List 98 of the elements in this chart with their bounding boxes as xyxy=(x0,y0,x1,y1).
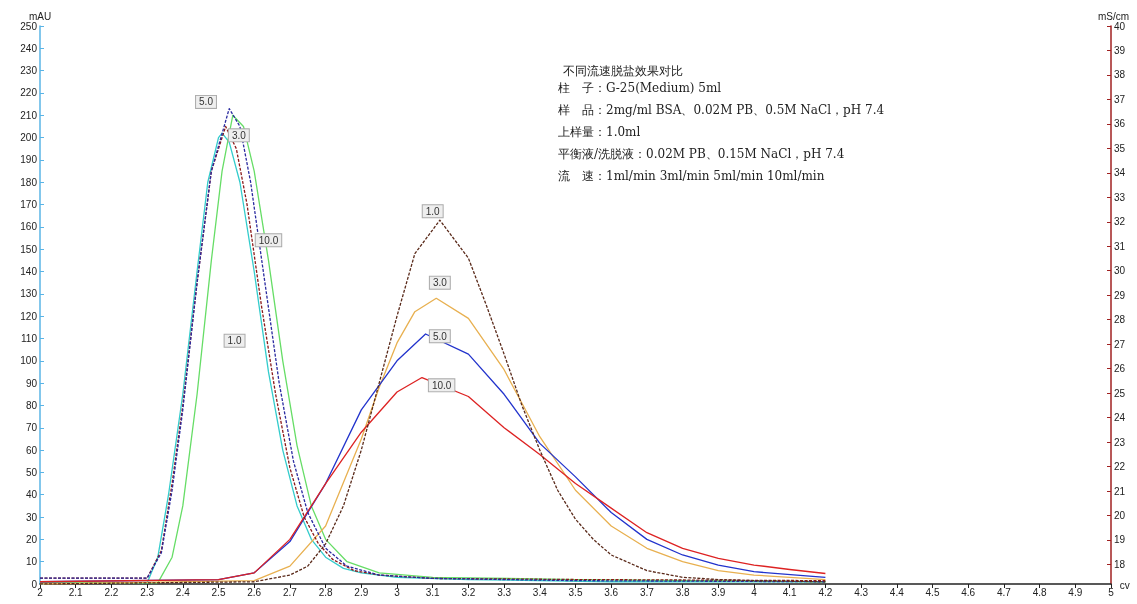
y-tick-label: 140 xyxy=(20,266,38,278)
y2-tick-label: 18 xyxy=(1114,558,1126,570)
y-tick-label: 40 xyxy=(25,489,38,501)
annotation: 5.0 xyxy=(199,96,214,108)
x-tick-label: 2.2 xyxy=(104,586,119,598)
annotation: 3.0 xyxy=(432,277,448,289)
y2-tick-label: 36 xyxy=(1114,118,1126,130)
y2-tick-label: 37 xyxy=(1114,93,1126,105)
y2-tick-label: 23 xyxy=(1114,436,1126,448)
annotation: 1.0 xyxy=(227,335,242,347)
y-tick-label: 30 xyxy=(25,511,38,523)
y2-tick-label: 24 xyxy=(1114,412,1126,424)
y2-tick-label: 38 xyxy=(1114,69,1126,81)
y-tick-label: 250 xyxy=(20,20,38,32)
y-tick-label: 170 xyxy=(20,199,38,211)
x-tick-label: 2 xyxy=(37,586,44,598)
x-tick-label: 4.5 xyxy=(925,586,940,598)
y2-tick-label: 26 xyxy=(1114,363,1126,375)
x-axis-title: cv xyxy=(1119,579,1130,591)
y-tick-label: 110 xyxy=(21,332,38,344)
x-tick-label: 4.6 xyxy=(961,586,976,598)
y-tick-label: 230 xyxy=(20,65,38,77)
y-tick-label: 150 xyxy=(20,243,38,255)
y-tick-label: 50 xyxy=(25,466,38,478)
y-tick-label: 120 xyxy=(20,310,38,322)
text: 不同流速脱盐效果对比 xyxy=(563,64,683,78)
y-tick-label: 90 xyxy=(25,377,38,389)
x-tick-label: 2.9 xyxy=(354,586,369,598)
annotation: 样 品：2mg/ml BSA、0.02M PB、0.5M NaCl，pH 7.4 xyxy=(558,103,885,117)
x-tick-label: 4 xyxy=(751,586,758,598)
annotation: 柱 子：G-25(Medium) 5ml xyxy=(558,81,722,95)
annotation: 流 速：1ml/min 3ml/min 5ml/min 10ml/min xyxy=(558,169,825,183)
x-tick-label: 4.3 xyxy=(854,586,869,598)
annotation: 1.0 xyxy=(425,205,441,217)
y2-tick-label: 21 xyxy=(1114,485,1126,497)
annotation: 平衡液/洗脱液：0.02M PB、0.15M NaCl，pH 7.4 xyxy=(558,147,845,161)
y-tick-label: 200 xyxy=(20,132,38,144)
x-tick-label: 4.2 xyxy=(818,586,833,598)
x-tick-label: 3.5 xyxy=(568,586,583,598)
x-tick-label: 3.7 xyxy=(639,586,655,598)
annotation: 10.0 xyxy=(258,234,279,246)
y-tick-label: 70 xyxy=(25,422,38,434)
y-tick-label: 60 xyxy=(25,444,38,456)
y-tick-label: 100 xyxy=(20,355,38,367)
y2-tick-label: 19 xyxy=(1114,534,1126,546)
y2-tick-label: 30 xyxy=(1114,265,1126,277)
x-tick-label: 2.6 xyxy=(247,586,262,598)
x-tick-label: 3.6 xyxy=(604,586,619,598)
y-tick-label: 20 xyxy=(25,533,38,545)
y2-tick-label: 39 xyxy=(1114,44,1126,56)
y2-tick-label: 25 xyxy=(1114,387,1126,399)
y-tick-label: 130 xyxy=(20,288,38,300)
y2-axis-title: mS/cm xyxy=(1097,10,1129,22)
y2-tick-label: 31 xyxy=(1114,240,1126,252)
y-tick-label: 180 xyxy=(20,176,38,188)
y-tick-label: 210 xyxy=(20,109,38,121)
x-tick-label: 2.3 xyxy=(140,586,155,598)
x-tick-label: 2.7 xyxy=(282,586,298,598)
y-tick-label: 220 xyxy=(20,87,38,99)
y2-tick-label: 20 xyxy=(1114,509,1126,521)
x-tick-label: 2.5 xyxy=(211,586,226,598)
x-tick-label: 4.1 xyxy=(782,586,798,598)
y-axis-title: mAU xyxy=(28,10,52,22)
x-tick-label: 4.8 xyxy=(1032,586,1047,598)
x-tick-label: 3 xyxy=(394,586,401,598)
y2-tick-label: 27 xyxy=(1114,338,1126,350)
x-tick-label: 2.8 xyxy=(318,586,333,598)
y2-tick-label: 35 xyxy=(1114,142,1126,154)
line-series xyxy=(39,376,827,583)
x-tick-label: 4.9 xyxy=(1068,586,1083,598)
y-tick-label: 190 xyxy=(20,154,38,166)
x-tick-label: 3.1 xyxy=(425,586,441,598)
y-tick-label: 0 xyxy=(31,578,38,590)
x-tick-label: 5 xyxy=(1108,586,1115,598)
x-tick-label: 2.1 xyxy=(68,586,84,598)
y-tick-label: 80 xyxy=(25,399,38,411)
y2-tick-label: 28 xyxy=(1114,314,1126,326)
x-tick-label: 3.2 xyxy=(461,586,476,598)
y2-tick-label: 29 xyxy=(1114,289,1126,301)
x-tick-label: 3.8 xyxy=(675,586,690,598)
annotation: 5.0 xyxy=(432,330,448,342)
y2-tick-label: 33 xyxy=(1114,191,1126,203)
y2-tick-label: 22 xyxy=(1114,461,1126,473)
y2-tick-label: 40 xyxy=(1114,20,1126,32)
x-tick-label: 2.4 xyxy=(175,586,191,598)
x-tick-label: 3.4 xyxy=(532,586,548,598)
x-tick-label: 3.9 xyxy=(711,586,726,598)
annotation: 10.0 xyxy=(431,379,452,391)
y2-tick-label: 32 xyxy=(1114,216,1126,228)
annotation: 3.0 xyxy=(231,129,247,141)
x-tick-label: 4.4 xyxy=(889,586,905,598)
y-tick-label: 10 xyxy=(25,556,38,568)
x-tick-label: 4.7 xyxy=(996,586,1012,598)
y-tick-label: 160 xyxy=(20,221,38,233)
x-tick-label: 3.3 xyxy=(497,586,512,598)
y-tick-label: 240 xyxy=(20,42,38,54)
annotation: 上样量：1.0ml xyxy=(558,125,641,139)
y2-tick-label: 34 xyxy=(1114,167,1126,179)
